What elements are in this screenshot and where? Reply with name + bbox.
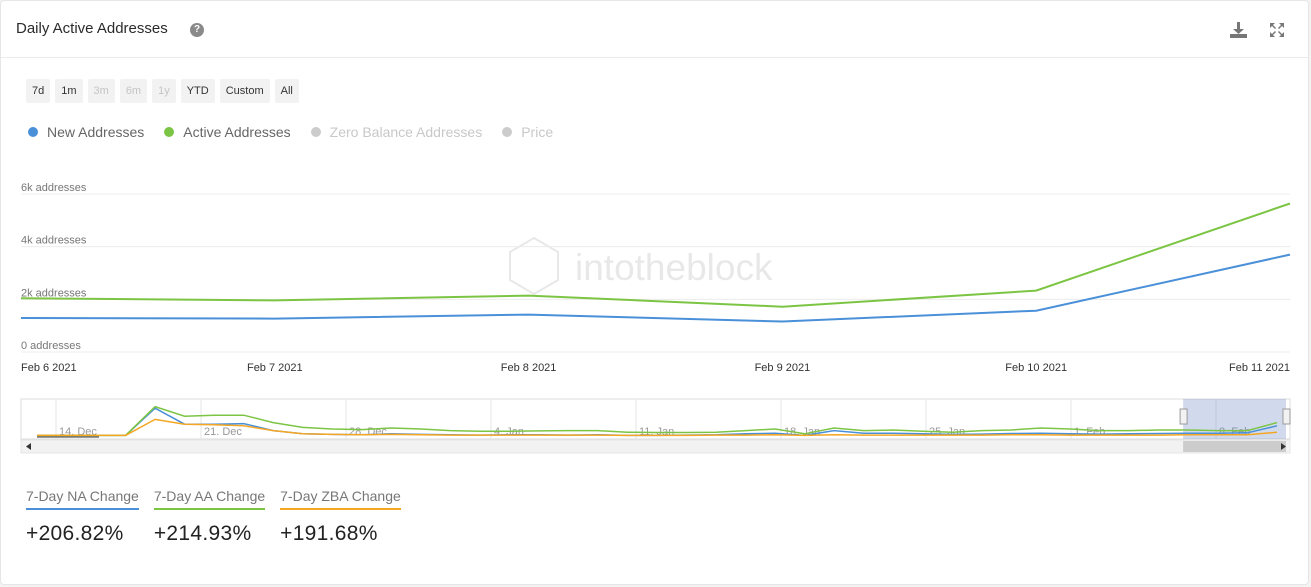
legend-item-new-addresses[interactable]: New Addresses <box>28 124 144 140</box>
navigator-handle[interactable] <box>1179 408 1188 425</box>
stat-value: +206.82% <box>26 522 124 545</box>
range-button-3m: 3m <box>87 79 115 103</box>
x-tick-label: Feb 7 2021 <box>247 362 303 374</box>
stat-block: 7-Day AA Change +214.93% <box>153 488 266 546</box>
navigator-series-active-addresses <box>37 405 1278 437</box>
stat-block: 7-Day ZBA Change +191.68% <box>280 488 401 546</box>
chart-title: Daily Active Addresses <box>16 20 168 37</box>
y-tick-label: 6k addresses <box>21 182 87 194</box>
legend-item-price[interactable]: Price <box>502 124 553 140</box>
navigator-tick-label: 1. Feb <box>1074 426 1105 438</box>
y-tick-label: 4k addresses <box>21 235 87 247</box>
watermark-text: intotheblock <box>575 247 773 288</box>
download-icon[interactable] <box>1228 20 1248 40</box>
y-tick-label: 2k addresses <box>21 287 87 299</box>
range-button-custom[interactable]: Custom <box>219 79 270 103</box>
watermark-logo: intotheblock <box>509 236 773 296</box>
scroll-right-icon[interactable] <box>1281 443 1286 450</box>
range-button-all[interactable]: All <box>274 79 299 103</box>
legend-label: New Addresses <box>47 124 145 140</box>
x-tick-label: Feb 6 2021 <box>21 362 77 374</box>
legend-item-active-addresses[interactable]: Active Addresses <box>164 124 291 140</box>
range-selector: 7d 1m 3m 6m 1y YTD Custom All <box>26 79 299 103</box>
help-icon[interactable]: ? <box>190 23 204 37</box>
range-button-ytd[interactable]: YTD <box>180 79 215 103</box>
y-tick-label: 0 addresses <box>21 340 81 352</box>
chart-legend: New Addresses Active Addresses Zero Balanc… <box>28 124 553 140</box>
legend-dot-icon <box>310 127 321 137</box>
legend-label: Zero Balance Addresses <box>329 124 483 140</box>
x-tick-label: Feb 8 2021 <box>501 362 557 374</box>
navigator-handle[interactable] <box>1282 408 1291 425</box>
expand-icon[interactable] <box>1267 20 1287 40</box>
x-tick-label: Feb 11 2021 <box>1229 362 1290 374</box>
series-line-new-addresses <box>20 253 1291 323</box>
stat-value: +191.68% <box>280 522 378 545</box>
navigator-tick-label: 14. Dec <box>59 426 97 438</box>
stat-block: 7-Day NA Change +206.82% <box>26 488 139 546</box>
navigator-tick-label: 21. Dec <box>204 426 242 438</box>
stat-label: 7-Day ZBA Change <box>280 488 401 510</box>
legend-label: Active Addresses <box>183 124 291 140</box>
legend-dot-icon <box>164 127 175 137</box>
scrollbar-track <box>20 439 1291 454</box>
scroll-left-icon[interactable] <box>26 443 31 450</box>
range-button-7d[interactable]: 7d <box>26 79 51 103</box>
x-tick-label: Feb 9 2021 <box>755 362 811 374</box>
stat-value: +214.93% <box>153 522 252 545</box>
scrollbar-thumb[interactable] <box>1183 441 1286 452</box>
card-header: Daily Active Addresses ? <box>1 1 1308 58</box>
stat-label: 7-Day NA Change <box>26 488 139 510</box>
range-button-6m: 6m <box>119 79 148 103</box>
watermark-hexagon-icon <box>509 236 559 296</box>
range-button-1y: 1y <box>152 79 176 103</box>
legend-dot-icon <box>502 127 513 137</box>
legend-dot-icon <box>28 127 38 137</box>
x-tick-label: Feb 10 2021 <box>1005 362 1067 374</box>
stat-label: 7-Day AA Change <box>153 488 266 510</box>
legend-item-zero-balance-addresses[interactable]: Zero Balance Addresses <box>310 124 483 140</box>
range-button-1m[interactable]: 1m <box>55 79 83 103</box>
series-line-active-addresses <box>20 202 1291 308</box>
legend-label: Price <box>521 124 554 140</box>
navigator-tick-label: 4. Jan <box>494 426 524 438</box>
navigator-series-zero-balance-addresses <box>37 418 1278 437</box>
line-chart: intotheblock 0 addresses 2k addresses 4k ad… <box>20 182 1291 454</box>
change-stats: 7-Day NA Change +206.82% 7-Day AA Change +2… <box>26 488 401 546</box>
